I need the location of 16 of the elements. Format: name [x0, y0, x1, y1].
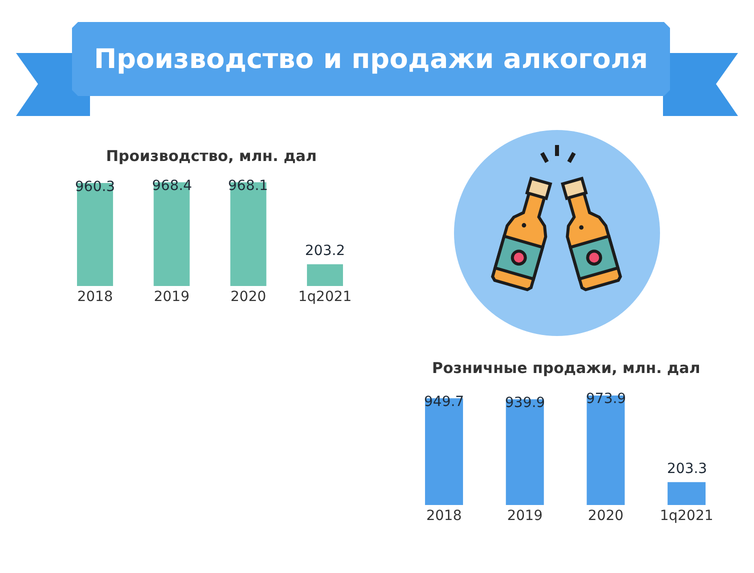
x-tick-label: 2020	[230, 289, 266, 305]
x-tick-label: 1q2021	[660, 508, 714, 524]
data-label: 973.9	[586, 391, 626, 407]
x-tick-label: 2018	[426, 508, 462, 524]
bar	[306, 264, 343, 286]
x-tick-label: 2019	[154, 289, 190, 305]
chart-title: Розничные продажи, млн. дал	[432, 359, 700, 377]
x-tick-label: 1q2021	[298, 289, 352, 305]
text: Производство и продажи алкоголя	[94, 44, 648, 75]
x-tick-label: 2020	[588, 508, 624, 524]
x-tick-label: 2019	[507, 508, 543, 524]
chart-title: Производство, млн. дал	[106, 147, 317, 165]
data-label: 203.2	[305, 243, 346, 259]
x-tick-label: 2018	[77, 289, 113, 305]
bar	[668, 482, 706, 505]
data-label: 203.3	[667, 461, 708, 477]
